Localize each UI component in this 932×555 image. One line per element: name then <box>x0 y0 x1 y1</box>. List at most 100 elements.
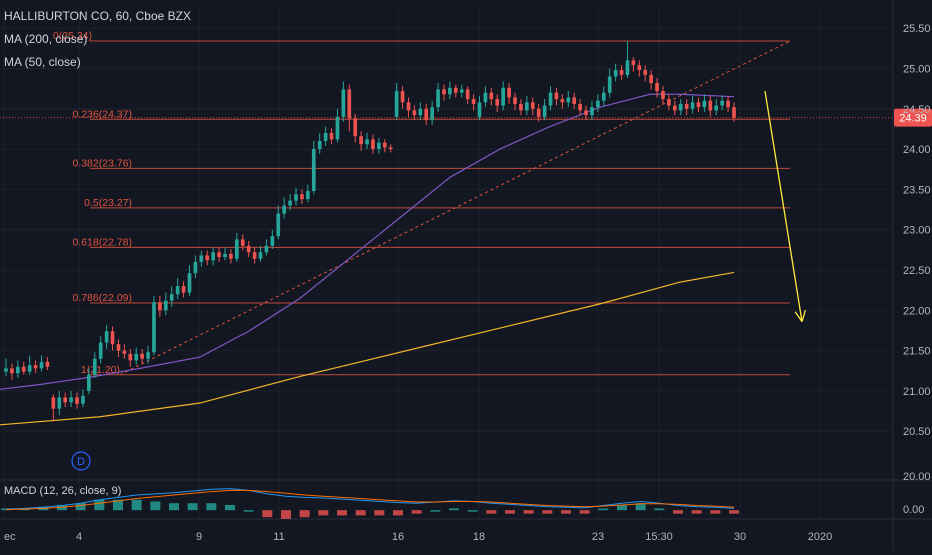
ma200-label: MA (200, close) <box>4 32 88 46</box>
macd-histogram-bar <box>411 510 422 514</box>
macd-histogram-bar <box>505 510 515 514</box>
candle-body <box>234 239 239 259</box>
forecast-arrow-head <box>801 309 807 322</box>
macd-legend[interactable]: MACD (12, 26, close, 9) <box>4 485 121 497</box>
candle-body <box>306 191 310 200</box>
candle-body <box>406 102 411 111</box>
candle-body <box>128 353 133 361</box>
candle-body <box>607 76 612 93</box>
macd-histogram-bar <box>187 503 198 511</box>
candle-body <box>483 92 488 103</box>
candle-body <box>276 213 281 237</box>
candle-body <box>578 103 582 111</box>
candle-body <box>513 97 517 104</box>
candle-body <box>152 302 156 353</box>
candle-body <box>436 89 440 108</box>
fib-level-label: 0.618(22.78) <box>72 236 132 248</box>
candle-body <box>341 89 346 117</box>
symbol-legend[interactable]: HALLIBURTON CO, 60, Cboe BZX <box>4 9 191 23</box>
candle-body <box>4 368 8 372</box>
candle-body <box>465 89 470 100</box>
candle-body <box>572 97 577 104</box>
candle-body <box>590 107 594 116</box>
macd-histogram-bar <box>729 510 739 514</box>
candle-body <box>323 132 328 142</box>
ma200-line <box>0 271 735 426</box>
candle-body <box>122 350 127 354</box>
candle-body <box>471 99 476 104</box>
fib-level-label: 0.786(22.09) <box>72 292 132 304</box>
candle-body <box>388 147 393 150</box>
macd-histogram-bar <box>654 508 665 511</box>
trend-projection-line <box>119 40 791 376</box>
price-axis-tick-label: 22.00 <box>903 305 931 317</box>
candle-body <box>223 253 227 258</box>
candle-body <box>601 92 606 101</box>
candle-body <box>631 60 636 66</box>
candle-body <box>16 366 20 374</box>
candle-body <box>270 236 275 246</box>
candle-body <box>175 286 180 295</box>
candle-body <box>246 245 251 253</box>
time-axis-tick-label: 15:30 <box>645 531 673 543</box>
candle-body <box>169 294 174 301</box>
candle-body <box>720 100 724 106</box>
candle-body <box>584 110 588 116</box>
candle-body <box>453 87 458 93</box>
price-axis-tick-label: 22.50 <box>903 265 931 277</box>
macd-axis-tick-label: 0.00 <box>903 504 924 516</box>
candle-body <box>187 273 192 293</box>
macd-histogram-bar <box>281 510 291 519</box>
candle-body <box>33 365 38 369</box>
price-axis-tick-label: 24.50 <box>903 104 931 116</box>
macd-histogram-bar <box>393 510 403 516</box>
candle-body <box>690 102 695 109</box>
ma200-legend[interactable]: MA (200, close) <box>4 32 87 46</box>
macd-histogram-bar <box>337 510 347 516</box>
candle-body <box>63 397 68 403</box>
time-axis-tick-label: 9 <box>196 531 202 543</box>
macd-label: MACD (12, 26, close, 9) <box>4 485 122 497</box>
candle-body <box>536 108 541 117</box>
candle-body <box>365 139 369 145</box>
candle-body <box>317 141 322 150</box>
candle-body <box>81 395 85 404</box>
candle-body <box>134 353 139 361</box>
candle-body <box>655 82 659 92</box>
macd-histogram-bar <box>449 508 459 511</box>
price-axis-tick-label: 25.00 <box>903 63 931 75</box>
price-axis-tick-label: 25.50 <box>903 23 931 35</box>
macd-histogram-bar <box>579 510 590 514</box>
macd-histogram-bar <box>598 508 609 511</box>
candle-body <box>371 139 375 150</box>
time-axis-tick-label: 4 <box>76 531 82 543</box>
candle-body <box>92 358 97 375</box>
candle-body <box>163 300 168 311</box>
candle-body <box>566 97 571 103</box>
candle-body <box>158 302 162 311</box>
candle-body <box>394 91 399 117</box>
fib-level-label: 0(25.34) <box>53 30 92 42</box>
fib-level-label: 1(21.20) <box>81 364 120 376</box>
fib-level-label: 0.382(23.76) <box>72 157 132 169</box>
candle-body <box>27 365 32 372</box>
candle-body <box>412 110 417 116</box>
candle-body <box>181 286 186 293</box>
candle-body <box>229 253 233 259</box>
candle-body <box>678 103 683 111</box>
ma50-legend[interactable]: MA (50, close) <box>4 55 81 69</box>
candle-body <box>288 200 292 206</box>
candle-body <box>661 91 665 100</box>
candle-body <box>519 103 523 111</box>
candle-body <box>264 245 269 253</box>
candle-body <box>596 100 600 108</box>
candle-body <box>193 261 198 274</box>
macd-histogram-bar <box>206 503 217 511</box>
candle-body <box>530 102 535 109</box>
candle-body <box>282 205 287 214</box>
price-axis-tick-label: 23.50 <box>903 184 931 196</box>
macd-histogram-bar <box>467 510 478 512</box>
candle-body <box>714 105 719 111</box>
